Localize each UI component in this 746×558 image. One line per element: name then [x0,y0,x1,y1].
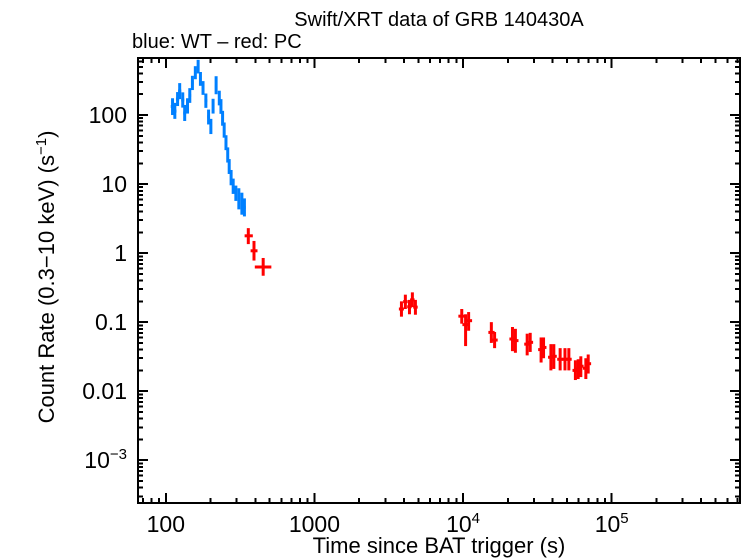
tick-label: 100 [89,102,127,128]
y-axis: 100 10 1 0.1 0.01 10−3 Count Rate (0.3−10 keV)… [33,60,740,498]
tick-label: 10−3 [84,446,127,473]
tick-label: 10 [101,171,127,197]
tick-label: 1 [114,240,127,266]
tick-label: 104 [446,510,480,537]
y-axis-title: Count Rate (0.3−10 keV) (s−1) [33,131,59,424]
x-axis: 100 1000 104 105 Time since BAT trigger (s) [141,58,739,558]
legend-text: blue: WT – red: PC [132,31,302,53]
tick-label: 0.01 [82,378,127,404]
tick-label: 1000 [289,511,340,537]
tick-label: 0.1 [95,309,127,335]
wt-series [170,59,246,217]
pc-series [244,228,592,381]
x-axis-title: Time since BAT trigger (s) [313,533,566,558]
tick-label: 100 [147,511,185,537]
tick-label: 105 [595,510,629,537]
plot-frame [137,57,741,504]
chart-title: Swift/XRT data of GRB 140430A [294,9,584,31]
